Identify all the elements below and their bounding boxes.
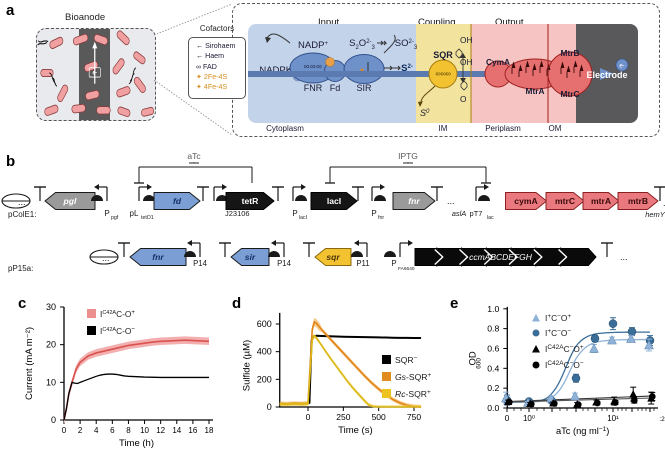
svg-text:0.2: 0.2 (487, 383, 499, 393)
svg-text:10¹: 10¹ (607, 414, 619, 423)
svg-text:IC42AC−O+: IC42AC−O+ (545, 344, 584, 355)
svg-text:0: 0 (505, 413, 510, 423)
svg-text:600: 600 (475, 358, 482, 369)
svg-text:10⁰: 10⁰ (523, 414, 535, 423)
svg-text:0.0: 0.0 (487, 403, 499, 413)
svg-text:0.4: 0.4 (487, 363, 499, 373)
svg-text:0.6: 0.6 (487, 343, 499, 353)
svg-text:I+C−O+: I+C−O+ (545, 313, 571, 324)
svg-text:IC42AC−O−: IC42AC−O− (545, 360, 584, 371)
svg-text:1.0: 1.0 (487, 304, 499, 314)
svg-text:I+C−O−: I+C−O− (545, 328, 571, 339)
svg-text:0.8: 0.8 (487, 324, 499, 334)
svg-text:aTc (ng ml−1): aTc (ng ml−1) (556, 426, 609, 437)
svg-text::2: :2 (659, 416, 665, 423)
